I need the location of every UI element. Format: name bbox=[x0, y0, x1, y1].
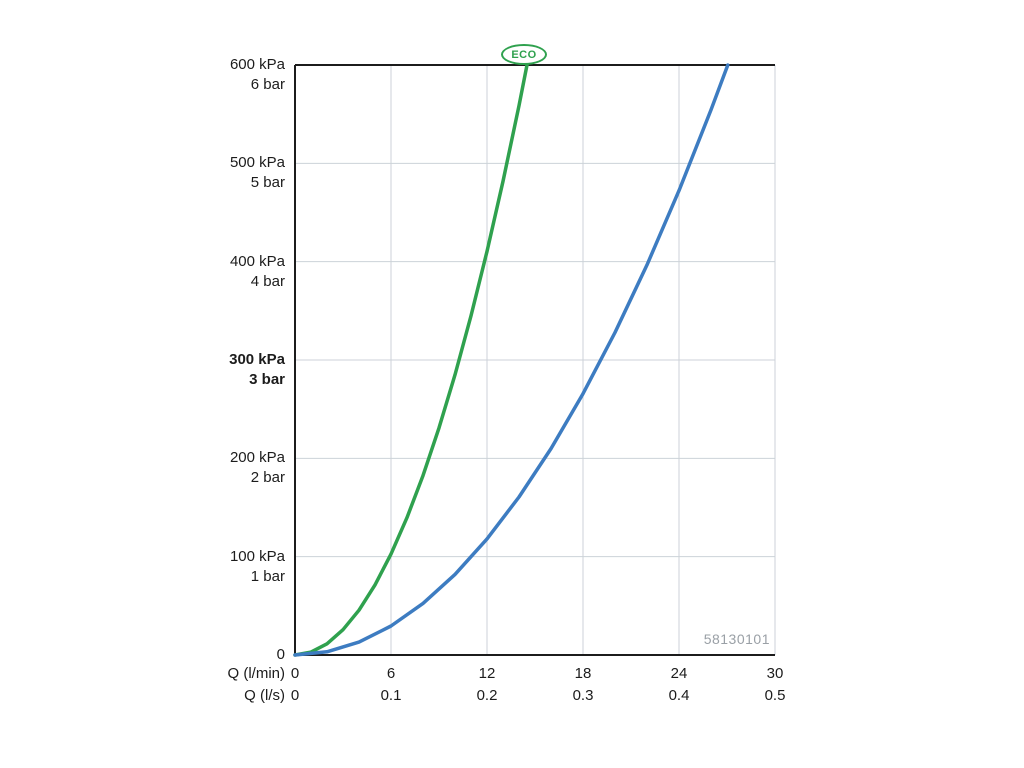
y-tick-bar-label: 3 bar bbox=[249, 371, 285, 388]
y-tick-bar-label: 4 bar bbox=[250, 273, 285, 290]
y-tick-bar-label: 2 bar bbox=[250, 469, 285, 486]
y-tick-kpa-label: 400 kPa bbox=[229, 253, 285, 270]
product-code: 58130101 bbox=[703, 631, 770, 647]
y-tick-300: 300 kPa 3 bar bbox=[165, 350, 285, 390]
y-tick-kpa-label: 500 kPa bbox=[229, 154, 285, 171]
y-tick-200: 200 kPa 2 bar bbox=[165, 448, 285, 488]
x-tick-lmin-6: 6 bbox=[386, 665, 396, 682]
y-tick-500: 500 kPa 5 bar bbox=[165, 153, 285, 193]
standard-curve bbox=[293, 63, 730, 657]
eco-badge: ECO bbox=[501, 44, 547, 65]
x-tick-ls-05: 0.5 bbox=[764, 687, 786, 704]
y-tick-400: 400 kPa 4 bar bbox=[165, 252, 285, 292]
y-tick-600: 600 kPa 6 bar bbox=[165, 55, 285, 95]
x-tick-lmin-30: 30 bbox=[766, 665, 784, 682]
y-tick-bar-label: 6 bar bbox=[250, 76, 285, 93]
x-tick-ls-04: 0.4 bbox=[668, 687, 690, 704]
y-tick-kpa-label: 600 kPa bbox=[229, 56, 285, 73]
y-tick-0: 0 bbox=[165, 645, 285, 665]
x-axis-label-lmin: Q (l/min) bbox=[227, 665, 286, 682]
eco-curve bbox=[293, 63, 529, 657]
y-tick-bar-label: 5 bar bbox=[250, 174, 285, 191]
x-tick-ls-01: 0.1 bbox=[380, 687, 402, 704]
x-tick-lmin-12: 12 bbox=[478, 665, 496, 682]
x-tick-ls-0: 0 bbox=[290, 687, 300, 704]
x-tick-ls-02: 0.2 bbox=[476, 687, 498, 704]
x-axis-label-ls: Q (l/s) bbox=[244, 687, 285, 704]
y-tick-100: 100 kPa 1 bar bbox=[165, 547, 285, 587]
x-tick-ls-03: 0.3 bbox=[572, 687, 594, 704]
y-tick-kpa-label: 300 kPa bbox=[229, 351, 285, 368]
y-tick-kpa-label: 100 kPa bbox=[229, 548, 285, 565]
x-tick-lmin-24: 24 bbox=[670, 665, 688, 682]
y-tick-zero-label: 0 bbox=[276, 646, 285, 663]
x-tick-lmin-0: 0 bbox=[290, 665, 300, 682]
y-tick-bar-label: 1 bar bbox=[250, 568, 285, 585]
y-tick-kpa-label: 200 kPa bbox=[229, 449, 285, 466]
x-tick-lmin-18: 18 bbox=[574, 665, 592, 682]
